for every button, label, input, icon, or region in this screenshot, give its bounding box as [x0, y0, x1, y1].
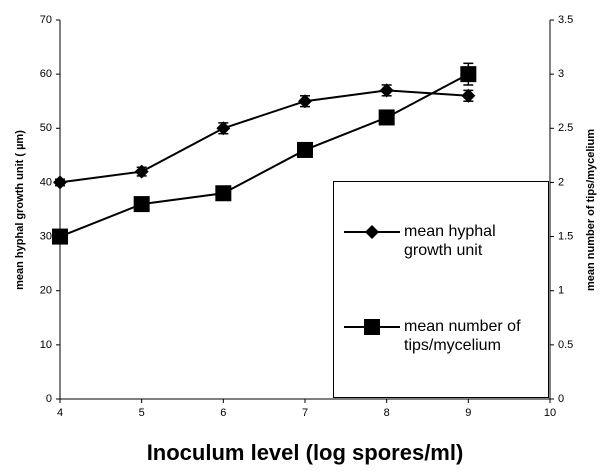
x-tick-label: 8: [384, 407, 390, 419]
diamond-marker: [379, 83, 394, 98]
y-tick-label: 50: [40, 122, 52, 134]
x-axis-label: Inoculum level (log spores/ml): [147, 440, 464, 465]
diamond-marker: [216, 121, 231, 136]
x-tick-label: 9: [465, 407, 471, 419]
square-marker: [364, 319, 380, 335]
x-tick-label: 5: [139, 407, 145, 419]
y2-tick-label: 2: [558, 176, 564, 188]
series-line: [59, 73, 469, 238]
y-tick-label: 10: [40, 339, 52, 351]
square-marker: [133, 196, 150, 213]
y2-tick-label: 3: [558, 68, 564, 80]
y-tick-label: 70: [40, 14, 52, 26]
y2-tick-label: 2.5: [558, 122, 573, 134]
square-marker: [460, 66, 477, 83]
square-marker: [215, 185, 232, 202]
y-tick-label: 40: [40, 176, 52, 188]
y-tick-label: 20: [40, 285, 52, 297]
square-marker: [297, 141, 313, 158]
series-line: [59, 89, 469, 184]
y2-axis-label: mean number of tips/mycelium: [585, 129, 597, 291]
y-tick-label: 0: [46, 393, 52, 405]
legend-label: mean hyphal growth unit: [404, 223, 496, 259]
legend-label: mean number of tips/mycelium: [404, 318, 521, 354]
square-marker: [378, 109, 395, 126]
y2-tick-label: 1.5: [558, 230, 573, 242]
diamond-marker: [461, 88, 476, 103]
x-tick-label: 4: [57, 407, 63, 419]
legend-swatch: [344, 225, 400, 239]
y-tick-label: 60: [40, 68, 52, 80]
diamond-marker: [365, 225, 379, 239]
legend: mean hyphal growth unit mean number of ti…: [333, 181, 549, 398]
y2-tick-label: 0.5: [558, 339, 573, 351]
legend-swatch: [344, 319, 400, 335]
diamond-marker: [53, 175, 67, 190]
y2-tick-label: 1: [558, 285, 564, 297]
square-marker: [52, 228, 68, 245]
y-tick-label: 30: [40, 230, 52, 242]
legend-entry: mean number of tips/mycelium: [342, 317, 522, 355]
y2-tick-label: 0: [558, 393, 564, 405]
x-tick-label: 7: [302, 407, 308, 419]
legend-entry: mean hyphal growth unit: [342, 222, 522, 260]
x-tick-label: 10: [544, 407, 556, 419]
y-axis-label: mean hyphal growth unit ( µm): [14, 130, 26, 290]
diamond-marker: [298, 94, 312, 109]
y2-tick-label: 3.5: [558, 14, 573, 26]
x-tick-label: 6: [220, 407, 226, 419]
diamond-marker: [134, 164, 149, 179]
